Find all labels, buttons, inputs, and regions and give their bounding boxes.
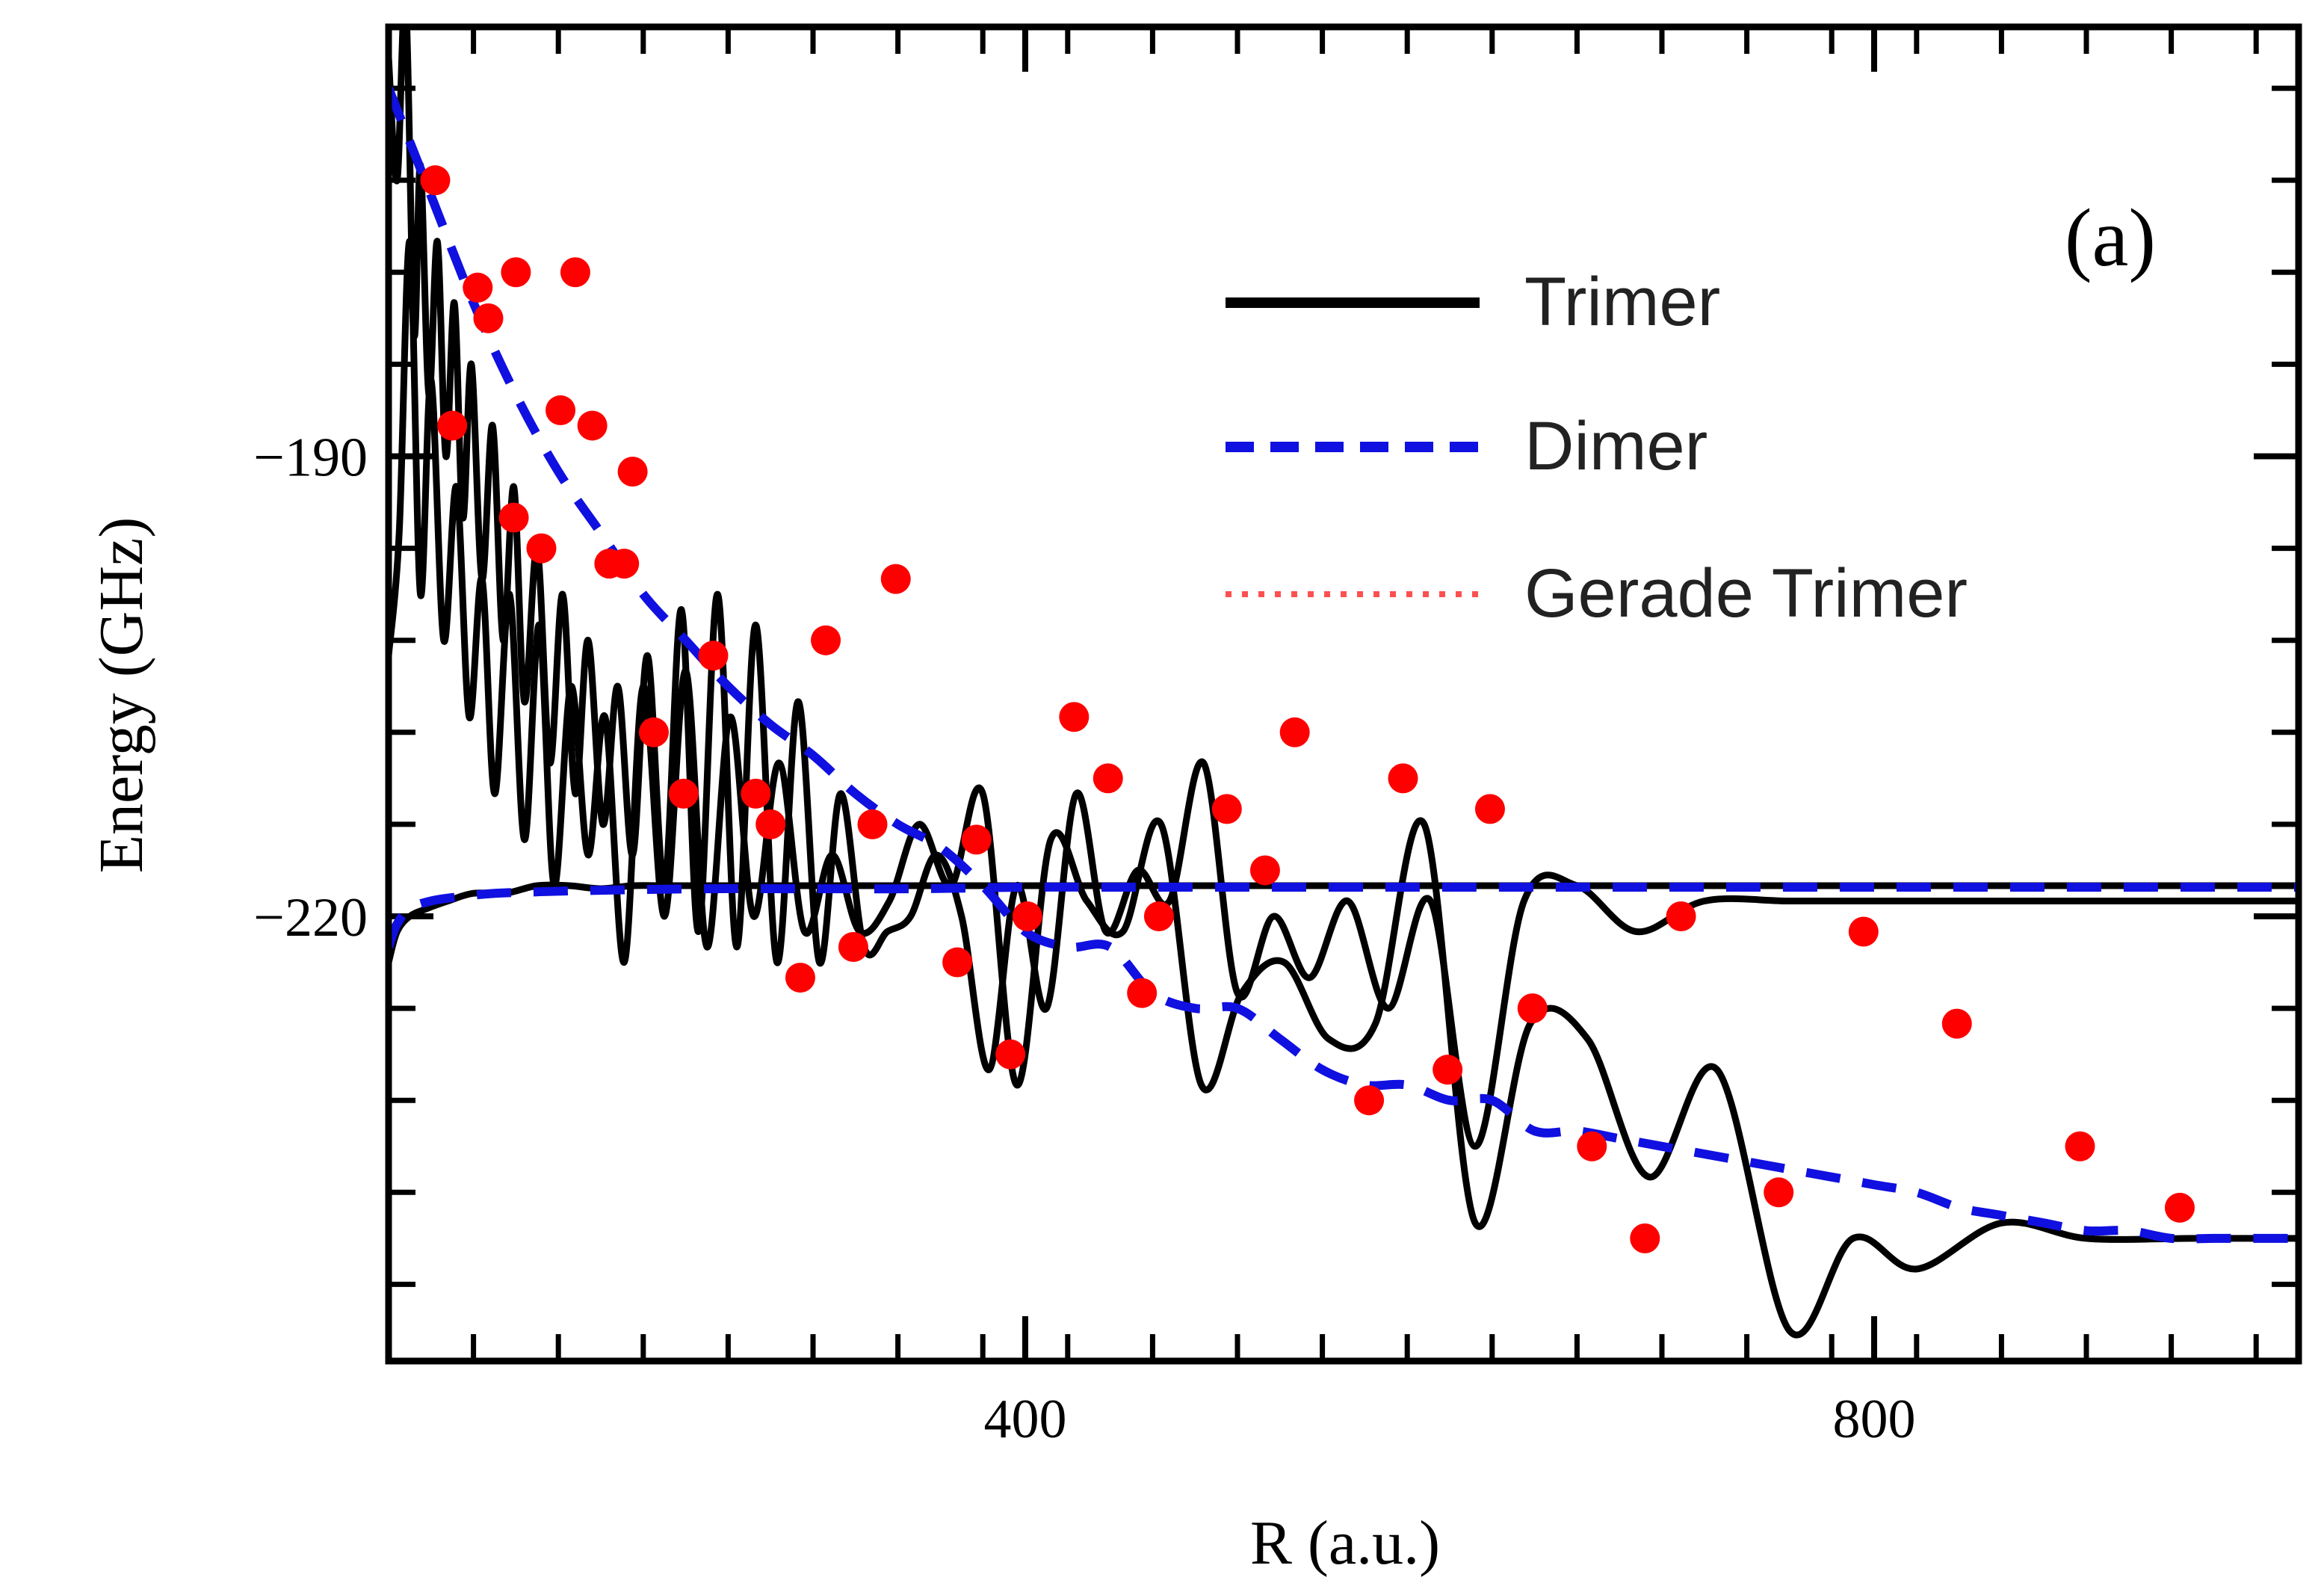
gerade-trimer-point (961, 824, 992, 855)
gerade-trimer-point (880, 564, 911, 594)
y-tick-label: −220 (253, 887, 368, 948)
gerade-trimer-point (463, 272, 493, 303)
x-tick-label: 400 (984, 1389, 1067, 1450)
gerade-trimer-point (1279, 717, 1310, 747)
major-ticks (389, 27, 2299, 1361)
series-trimer-lower-branch (389, 238, 2299, 1339)
gerade-trimer-point (1764, 1177, 1794, 1208)
gerade-trimer-point (577, 410, 608, 441)
gerade-trimer-point (1666, 901, 1696, 931)
gerade-trimer-point (1474, 794, 1505, 824)
gerade-trimer-point (617, 457, 648, 487)
gerade-trimer-point (420, 165, 451, 196)
gerade-trimer-point (755, 809, 786, 839)
gerade-trimer-point (1143, 901, 1174, 931)
gerade-trimer-point (857, 809, 888, 839)
gerade-trimer-point (609, 549, 640, 579)
gerade-trimer-point (995, 1039, 1026, 1070)
gerade-trimer-point (741, 778, 771, 809)
gerade-trimer-point (498, 502, 529, 533)
panel-label: (a) (2065, 192, 2156, 283)
gerade-trimer-point (2164, 1192, 2195, 1223)
gerade-trimer-point (785, 963, 815, 993)
gerade-trimer-point (437, 410, 468, 441)
gerade-trimer-point (1941, 1008, 1972, 1039)
series-dimer-upper (389, 86, 2299, 1244)
legend-trimer-label: Trimer (1524, 264, 1720, 340)
gerade-trimer-point (838, 932, 868, 963)
series-layer (389, 27, 2299, 1339)
gerade-trimer-point (1127, 978, 1158, 1008)
gerade-trimer-point (811, 625, 841, 655)
y-tick-label: −190 (253, 427, 368, 488)
gerade-trimer-point (1211, 794, 1242, 824)
gerade-trimer-point (942, 947, 973, 978)
y-axis-label: Energy (GHz) (87, 517, 156, 874)
gerade-trimer-point (1577, 1131, 1607, 1161)
legend: Trimer Dimer Gerade Trimer (1226, 264, 1968, 632)
gerade-trimer-point (1249, 855, 1280, 886)
plot-background (389, 27, 2299, 1361)
gerade-trimer-point (698, 641, 729, 671)
series-trimer-upper-branch (389, 27, 2299, 1150)
legend-dimer-label: Dimer (1524, 408, 1708, 484)
legend-gerade-label: Gerade Trimer (1524, 555, 1968, 632)
x-tick-label: 800 (1833, 1389, 1916, 1450)
gerade-trimer-point (473, 303, 504, 333)
gerade-trimer-point (1848, 916, 1879, 947)
gerade-trimer-point (668, 778, 699, 809)
gerade-trimer-points (420, 165, 2195, 1253)
gerade-trimer-point (526, 533, 557, 564)
gerade-trimer-point (1059, 702, 1090, 732)
gerade-trimer-point (1012, 901, 1042, 931)
tick-labels: 400 800 −190 −220 (253, 427, 1915, 1450)
gerade-trimer-point (560, 257, 590, 288)
gerade-trimer-point (1354, 1085, 1385, 1116)
gerade-trimer-point (1093, 763, 1123, 794)
gerade-trimer-point (1517, 993, 1548, 1024)
gerade-trimer-point (639, 717, 669, 747)
gerade-trimer-point (1630, 1223, 1660, 1253)
gerade-trimer-point (501, 257, 531, 288)
plot-frame (385, 23, 2302, 1365)
gerade-trimer-point (546, 395, 576, 425)
gerade-trimer-point (2065, 1131, 2095, 1161)
gerade-trimer-point (1388, 763, 1418, 794)
minor-ticks (389, 27, 2299, 1361)
gerade-trimer-point (1433, 1055, 1463, 1085)
x-axis-label: R (a.u.) (1250, 1508, 1440, 1578)
